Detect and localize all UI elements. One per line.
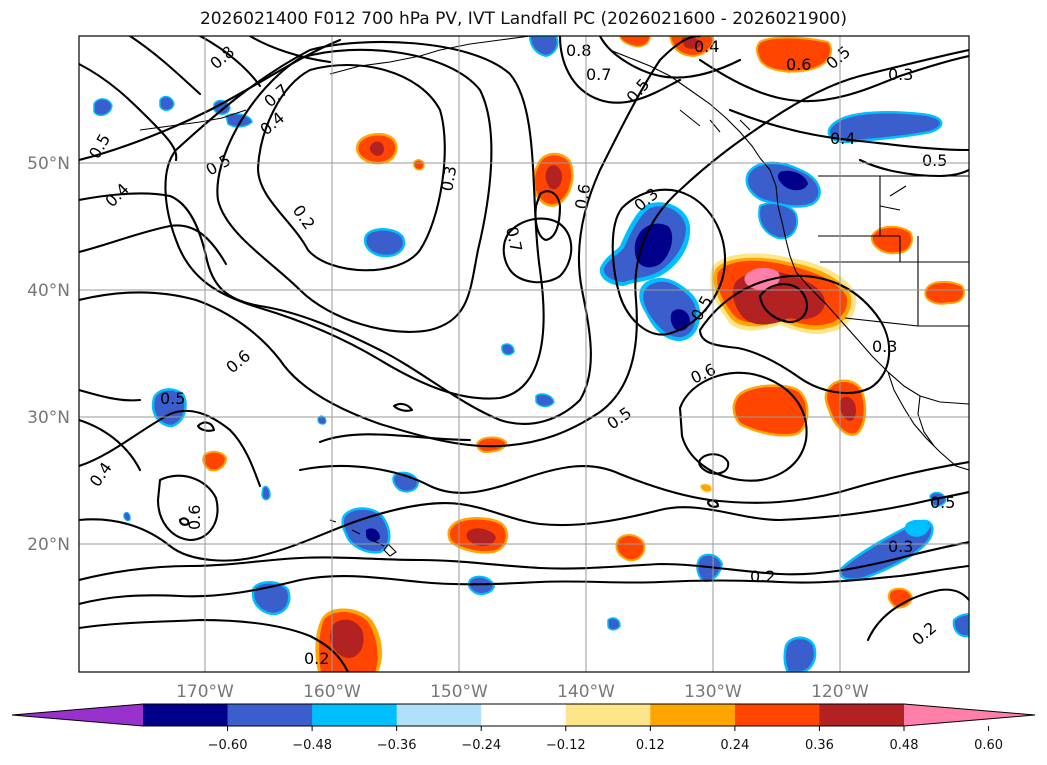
colorbar-tick-label: −0.12 xyxy=(546,738,586,753)
positive-blob-baja xyxy=(824,379,867,436)
colorbar-segment xyxy=(481,704,567,726)
colorbar-segment xyxy=(565,704,651,726)
contour-label-0.3: 0.3 xyxy=(437,164,460,192)
colorbar-segment xyxy=(312,704,398,726)
coastlines xyxy=(139,36,969,557)
latitude-labels: 50°N 40°N 30°N 20°N xyxy=(27,154,70,555)
lon-label: 150°W xyxy=(430,682,488,702)
contour-label-0.5h: 0.5 xyxy=(160,389,185,408)
gridlines xyxy=(79,36,969,672)
colorbar-tick-label: 0.60 xyxy=(974,738,1003,753)
lat-label: 30°N xyxy=(27,408,70,428)
contour-label-0.6b: 0.6 xyxy=(571,182,594,210)
colorbar-tick-label: −0.24 xyxy=(461,738,501,753)
colorbar-segment xyxy=(396,704,482,726)
lat-label: 50°N xyxy=(27,154,70,174)
colorbar-segment xyxy=(734,704,820,726)
contour-label-0.6c: 0.6 xyxy=(786,55,811,74)
figure-title: 2026021400 F012 700 hPa PV, IVT Landfall… xyxy=(199,9,847,29)
contour-label-0.2b: 0.2 xyxy=(750,567,775,586)
colorbar-segment xyxy=(227,704,313,726)
pv-contours xyxy=(79,36,969,672)
longitude-labels: 170°W 160°W 150°W 140°W 130°W 120°W xyxy=(176,682,869,702)
lon-label: 160°W xyxy=(303,682,361,702)
colorbar-tick-label: −0.48 xyxy=(292,738,332,753)
lon-label: 120°W xyxy=(811,682,869,702)
colorbar-extend-low xyxy=(12,704,143,726)
contour-label-0.3e: 0.3 xyxy=(888,537,913,556)
contour-label-0.4d: 0.4 xyxy=(830,129,855,148)
lat-label: 40°N xyxy=(27,281,70,301)
lon-label: 140°W xyxy=(557,682,615,702)
contour-label-0.5i: 0.5 xyxy=(930,493,955,512)
colorbar-segment xyxy=(143,704,229,726)
map-frame xyxy=(78,35,970,673)
contour-label-0.3d: 0.3 xyxy=(872,337,897,356)
colorbar-tick-label: −0.60 xyxy=(208,738,248,753)
negative-blob-offshore xyxy=(599,202,701,342)
contour-label-0.5e: 0.5 xyxy=(922,151,947,170)
colorbar-segment xyxy=(650,704,736,726)
lat-label: 20°N xyxy=(27,535,70,555)
contour-label-0.7: 0.7 xyxy=(502,225,526,254)
colorbar-tick-label: 0.48 xyxy=(890,738,919,753)
colorbar-tick-label: 0.12 xyxy=(636,738,665,753)
lon-label: 170°W xyxy=(176,682,234,702)
colorbar: −0.60 −0.48 −0.36 −0.24 −0.12 0.12 0.24 0.36 0.4… xyxy=(11,703,1036,753)
colorbar-tick-label: 0.24 xyxy=(720,738,749,753)
contour-label-0.7c: 0.7 xyxy=(586,65,611,84)
contour-label-0.8b: 0.8 xyxy=(566,41,591,60)
colorbar-tick-label: 0.36 xyxy=(805,738,834,753)
contour-label-0.2d: 0.2 xyxy=(304,649,329,668)
lon-label: 130°W xyxy=(684,682,742,702)
contour-label-0.6e: 0.6 xyxy=(185,505,204,530)
colorbar-outline xyxy=(11,703,1036,727)
contour-label-0.4c: 0.4 xyxy=(694,37,719,56)
colorbar-extend-high xyxy=(904,704,1035,726)
contour-label-0.3b: 0.3 xyxy=(888,65,913,84)
colorbar-segment xyxy=(819,704,905,726)
colorbar-tick-label: −0.36 xyxy=(377,738,417,753)
